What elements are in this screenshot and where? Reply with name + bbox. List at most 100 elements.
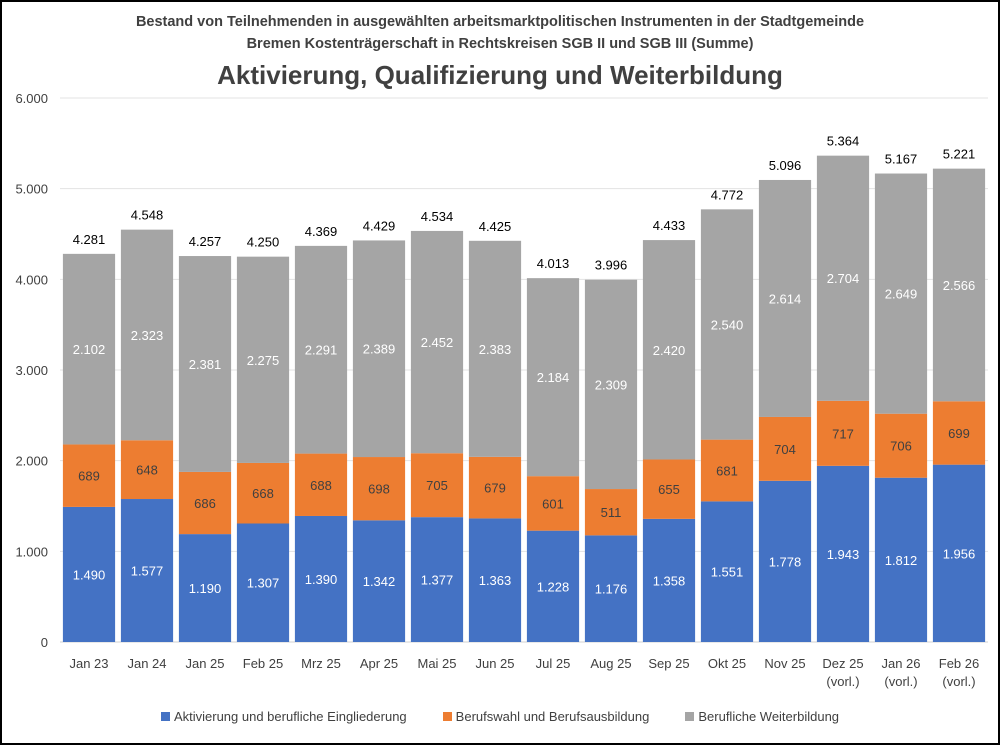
data-label: 648: [136, 463, 158, 478]
data-label: 2.102: [73, 342, 106, 357]
data-label: 2.452: [421, 335, 454, 350]
bar-segment: [700, 501, 754, 642]
data-label: 1.377: [421, 573, 454, 588]
data-label: 1.307: [247, 576, 280, 591]
data-label: 1.551: [711, 565, 744, 580]
x-tick-label: Feb 25: [243, 656, 283, 671]
bar-segment: [874, 413, 928, 478]
bar-segment: [932, 168, 986, 402]
total-label: 4.534: [421, 209, 454, 224]
x-tick-label: Feb 26: [939, 656, 979, 671]
legend: Aktivierung und berufliche Eingliederung…: [0, 709, 1000, 724]
total-label: 4.369: [305, 224, 338, 239]
bar-segment: [816, 400, 870, 466]
bar-segment: [352, 520, 406, 642]
bar-segment: [120, 229, 174, 441]
y-tick-label: 5.000: [15, 182, 48, 197]
data-label: 601: [542, 496, 564, 511]
bar-segment: [700, 209, 754, 440]
bar-segment: [410, 230, 464, 454]
total-label: 4.433: [653, 218, 686, 233]
legend-swatch-gray: [685, 712, 695, 721]
data-label: 1.390: [305, 572, 338, 587]
x-tick-label: Jan 24: [127, 656, 166, 671]
data-label: 686: [194, 496, 216, 511]
bar-segment: [468, 518, 522, 642]
legend-label: Aktivierung und berufliche Eingliederung: [173, 709, 407, 724]
bar-segment: [758, 179, 812, 417]
x-tick-label: Jan 23: [69, 656, 108, 671]
data-label: 2.540: [711, 317, 744, 332]
chart-subtitle-line-1: Bestand von Teilnehmenden in ausgewählte…: [135, 14, 865, 30]
data-label: 689: [78, 469, 100, 484]
data-label: 2.704: [827, 271, 860, 286]
data-label: 699: [948, 426, 970, 441]
data-label: 2.291: [305, 343, 338, 358]
bar-segment: [526, 278, 580, 477]
bar-segment: [352, 457, 406, 521]
bar-segment: [62, 506, 116, 642]
bar-segment: [120, 440, 174, 500]
data-label: 1.490: [73, 567, 106, 582]
data-label: 2.323: [131, 328, 164, 343]
data-label: 698: [368, 482, 390, 497]
data-label: 2.275: [247, 353, 280, 368]
data-label: 1.956: [943, 546, 976, 561]
legend-swatch-orange: [442, 712, 452, 721]
data-label: 1.363: [479, 573, 512, 588]
bar-segment: [294, 453, 348, 516]
bar-segment: [874, 173, 928, 414]
total-label: 5.221: [943, 147, 976, 162]
y-tick-label: 0: [41, 635, 48, 650]
data-label: 1.176: [595, 582, 628, 597]
x-tick-label: Jun 25: [475, 656, 514, 671]
legend-item-aktivierung: Aktivierung und berufliche Eingliederung: [160, 709, 407, 724]
data-label: 2.184: [537, 370, 570, 385]
data-label: 2.381: [189, 357, 222, 372]
x-tick-label: Dez 25: [822, 656, 863, 671]
legend-label: Berufswahl und Berufsausbildung: [455, 709, 650, 724]
x-tick-label: (vorl.): [884, 674, 917, 689]
bar-segment: [62, 444, 116, 507]
data-label: 1.778: [769, 554, 802, 569]
bar-segment: [584, 279, 638, 490]
bar-segment: [468, 456, 522, 519]
total-label: 4.257: [189, 234, 222, 249]
total-label: 4.250: [247, 235, 280, 250]
bar-segment: [584, 535, 638, 642]
bar-segment: [410, 517, 464, 642]
bar-segment: [352, 240, 406, 458]
x-tick-label: (vorl.): [826, 674, 859, 689]
data-label: 706: [890, 439, 912, 454]
data-label: 2.649: [885, 287, 918, 302]
chart-subtitle-line-2: Bremen Kostenträgerschaft in Rechtskreis…: [246, 36, 754, 52]
total-label: 4.013: [537, 256, 570, 271]
total-label: 4.429: [363, 218, 396, 233]
bar-segment: [178, 471, 232, 535]
data-label: 1.342: [363, 574, 396, 589]
bar-segment: [584, 489, 638, 536]
x-tick-label: Jul 25: [536, 656, 571, 671]
x-tick-label: Mai 25: [417, 656, 456, 671]
data-label: 2.309: [595, 377, 628, 392]
data-label: 2.420: [653, 343, 686, 358]
data-label: 1.358: [653, 573, 686, 588]
legend-item-berufswahl: Berufswahl und Berufsausbildung: [442, 709, 650, 724]
x-tick-label: Nov 25: [764, 656, 805, 671]
bar-segment: [816, 465, 870, 642]
bar-segment: [758, 416, 812, 481]
total-label: 4.425: [479, 219, 512, 234]
bar-segment: [178, 256, 232, 472]
bar-segment: [120, 499, 174, 642]
data-label: 1.190: [189, 581, 222, 596]
bar-segment: [62, 253, 116, 445]
chart-title: Aktivierung, Qualifizierung und Weiterbi…: [217, 60, 783, 90]
total-label: 3.996: [595, 258, 628, 273]
total-label: 5.364: [827, 134, 860, 149]
bar-segment: [932, 464, 986, 642]
x-tick-label: Aug 25: [590, 656, 631, 671]
total-label: 5.096: [769, 158, 802, 173]
bar-segment: [236, 523, 290, 642]
data-label: 1.812: [885, 553, 918, 568]
